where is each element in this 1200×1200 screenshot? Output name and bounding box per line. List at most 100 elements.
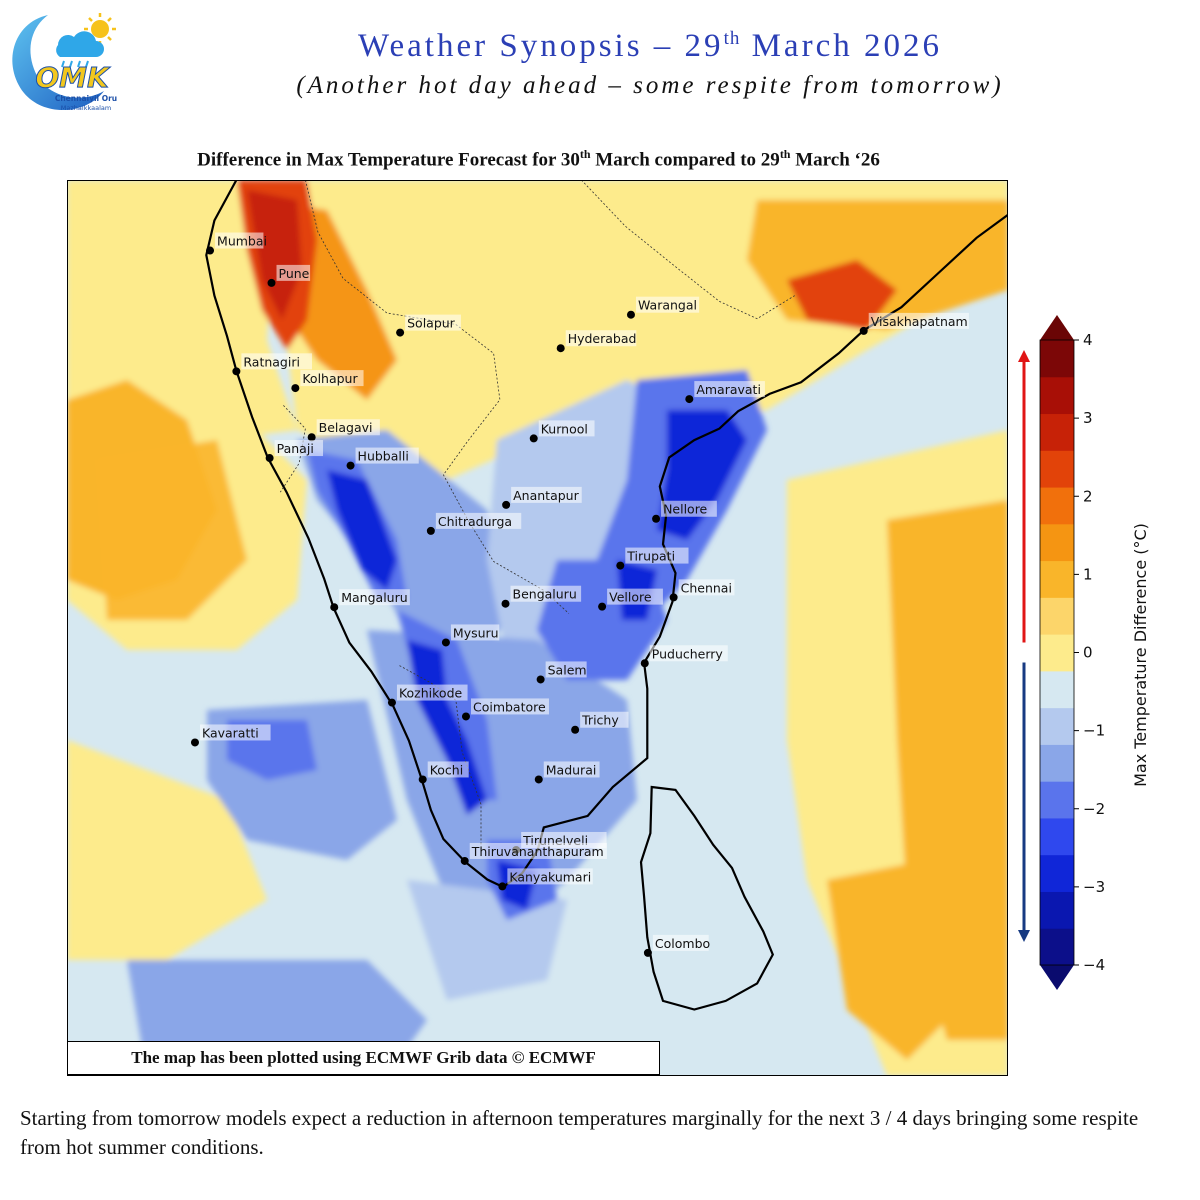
city-puducherry: Puducherry bbox=[640, 645, 728, 668]
city-label: Hubballi bbox=[358, 449, 409, 464]
city-dot bbox=[502, 500, 511, 509]
city-markers: Mumbai Pune Solapur Warangal Hyderabad Visakh… bbox=[190, 232, 969, 957]
colorbar-band bbox=[1040, 487, 1074, 525]
city-label: Panaji bbox=[277, 441, 314, 456]
logo-acronym: OMK bbox=[35, 61, 111, 94]
logo-line1: Chennaiyil Oru bbox=[55, 94, 117, 103]
city-label: Thiruvananthapuram bbox=[471, 844, 604, 859]
colorbar-band bbox=[1040, 817, 1074, 856]
colorbar-band bbox=[1040, 450, 1074, 488]
city-salem: Salem bbox=[536, 661, 587, 684]
city-warangal: Warangal bbox=[626, 296, 700, 319]
city-dot bbox=[387, 698, 396, 707]
city-dot bbox=[640, 659, 649, 668]
city-dot bbox=[461, 712, 470, 721]
orange-zone-west2 bbox=[97, 440, 247, 620]
city-kavaratti: Kavaratti bbox=[190, 724, 271, 747]
city-label: Tirupati bbox=[626, 549, 675, 564]
colorbar-tick-label: 0 bbox=[1083, 644, 1093, 662]
city-chitradurga: Chitradurga bbox=[426, 512, 522, 535]
city-dot bbox=[441, 638, 450, 647]
city-thiruvananthapuram: Thiruvananthapuram bbox=[460, 842, 607, 865]
city-kozhikode: Kozhikode bbox=[387, 684, 468, 707]
orange-zone-southeast2 bbox=[827, 860, 967, 1060]
city-label: Vellore bbox=[609, 590, 652, 605]
city-label: Madurai bbox=[546, 762, 597, 777]
colorbar-tick-label: 3 bbox=[1083, 409, 1093, 427]
city-colombo: Colombo bbox=[643, 934, 710, 957]
colorbar-band bbox=[1040, 340, 1074, 378]
temperature-difference-map: Mumbai Pune Solapur Warangal Hyderabad Visakh… bbox=[67, 180, 1008, 1076]
colorbar-band bbox=[1040, 597, 1074, 635]
colorbar-band bbox=[1040, 781, 1074, 819]
city-dot bbox=[643, 948, 652, 957]
city-dot bbox=[206, 246, 215, 255]
state-border bbox=[305, 180, 570, 614]
city-label: Coimbatore bbox=[473, 699, 546, 714]
city-kanyakumari: Kanyakumari bbox=[498, 868, 593, 891]
city-pune: Pune bbox=[267, 264, 311, 287]
city-dot bbox=[534, 775, 543, 784]
city-kolhapur: Kolhapur bbox=[291, 370, 364, 393]
city-hubballi: Hubballi bbox=[346, 447, 419, 470]
city-dot bbox=[426, 526, 435, 535]
colorbar-label: Max Temperature Difference (°C) bbox=[1131, 523, 1150, 787]
city-vellore: Vellore bbox=[598, 588, 663, 611]
cooler-arrow-head bbox=[1018, 930, 1030, 942]
city-mysuru: Mysuru bbox=[441, 624, 500, 647]
city-dot bbox=[232, 367, 241, 376]
city-dot bbox=[460, 856, 469, 865]
city-nellore: Nellore bbox=[652, 500, 717, 523]
colorbar-tick-label: 2 bbox=[1083, 487, 1093, 505]
city-kurnool: Kurnool bbox=[529, 420, 595, 443]
city-label: Belagavi bbox=[319, 420, 373, 435]
city-belagavi: Belagavi bbox=[307, 419, 380, 442]
colorbar-band bbox=[1040, 854, 1074, 892]
colorbar-band bbox=[1040, 376, 1074, 415]
city-dot bbox=[418, 775, 427, 784]
colorbar-max-extension bbox=[1040, 315, 1074, 340]
sri-lanka-coastline bbox=[639, 785, 775, 1011]
city-label: Kurnool bbox=[541, 421, 588, 436]
city-label: Chennai bbox=[681, 580, 732, 595]
city-madurai: Madurai bbox=[534, 761, 600, 784]
colorbar-tick-label: 1 bbox=[1083, 565, 1093, 583]
colorbar-tick-label: −4 bbox=[1083, 956, 1105, 974]
colorbar-band bbox=[1040, 744, 1074, 782]
city-label: Mangaluru bbox=[341, 590, 407, 605]
city-mangaluru: Mangaluru bbox=[330, 589, 410, 612]
city-label: Visakhapatnam bbox=[871, 314, 968, 329]
city-dot bbox=[536, 675, 545, 684]
city-dot bbox=[307, 433, 316, 442]
colorbar-band bbox=[1040, 891, 1074, 929]
city-hyderabad: Hyderabad bbox=[556, 330, 637, 353]
city-label: Mysuru bbox=[453, 625, 499, 640]
city-label: Trichy bbox=[581, 713, 619, 728]
colorbar-band bbox=[1040, 523, 1074, 562]
city-dot bbox=[556, 344, 565, 353]
red-zone-mumbai-core bbox=[247, 190, 302, 320]
city-solapur: Solapur bbox=[396, 314, 461, 337]
data-credit: The map has been plotted using ECMWF Gri… bbox=[67, 1041, 660, 1075]
city-label: Pune bbox=[279, 266, 310, 281]
city-panaji: Panaji bbox=[265, 440, 324, 463]
city-label: Bengaluru bbox=[513, 587, 577, 602]
city-label: Salem bbox=[548, 662, 587, 677]
city-dot bbox=[598, 602, 607, 611]
city-label: Hyderabad bbox=[568, 331, 637, 346]
city-label: Warangal bbox=[638, 298, 697, 313]
city-kochi: Kochi bbox=[418, 761, 469, 784]
city-dot bbox=[529, 434, 538, 443]
state-border bbox=[399, 665, 482, 857]
map-title: Difference in Max Temperature Forecast f… bbox=[197, 147, 880, 171]
city-dot bbox=[291, 384, 300, 393]
city-label: Kolhapur bbox=[302, 371, 358, 386]
cold-zone-goa-karnataka bbox=[327, 470, 397, 590]
city-label: Kanyakumari bbox=[509, 869, 591, 884]
colorbar-tick-label: 4 bbox=[1083, 331, 1093, 349]
city-dot bbox=[626, 310, 635, 319]
state-border bbox=[581, 180, 795, 320]
city-dot bbox=[265, 454, 274, 463]
city-dot bbox=[498, 882, 507, 891]
